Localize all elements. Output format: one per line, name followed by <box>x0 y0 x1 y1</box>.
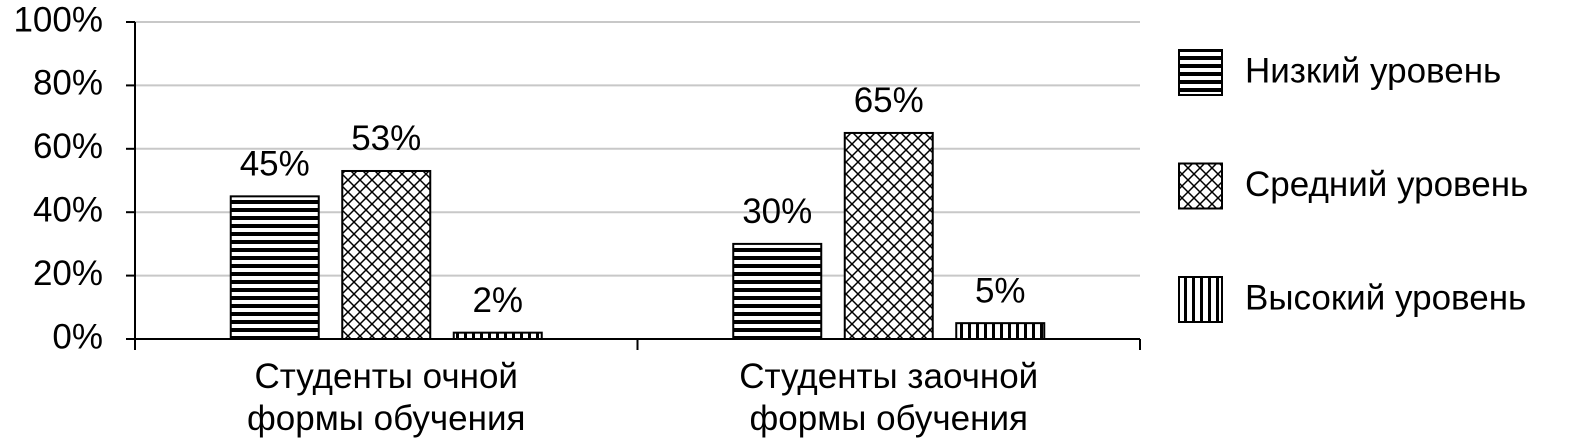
data-label: 2% <box>472 281 523 320</box>
bar <box>229 195 320 340</box>
y-tick-label: 20% <box>33 254 103 293</box>
bar <box>732 242 823 340</box>
legend-label: Высокий уровень <box>1245 278 1526 317</box>
y-tick-label: 60% <box>33 127 103 166</box>
legend-swatch <box>1178 162 1223 210</box>
bar <box>341 169 432 340</box>
y-tick-label: 80% <box>33 64 103 103</box>
x-tick-label: Студенты заочной формы обучения <box>739 357 1039 438</box>
bar <box>452 331 543 341</box>
legend-swatch <box>1178 49 1223 96</box>
data-label: 65% <box>854 81 924 120</box>
data-label: 30% <box>742 192 812 231</box>
data-label: 5% <box>975 271 1026 310</box>
x-tick-label: Студенты очной формы обучения <box>247 357 526 438</box>
legend-label: Средний уровень <box>1245 165 1528 204</box>
bar <box>843 131 934 340</box>
y-tick-label: 0% <box>52 317 103 356</box>
bar <box>955 322 1046 340</box>
legend-label: Низкий уровень <box>1245 51 1501 90</box>
data-label: 53% <box>351 119 421 158</box>
y-tick-label: 40% <box>33 190 103 229</box>
legend-swatch <box>1178 276 1223 323</box>
data-label: 45% <box>240 145 310 184</box>
y-tick-label: 100% <box>13 0 103 39</box>
